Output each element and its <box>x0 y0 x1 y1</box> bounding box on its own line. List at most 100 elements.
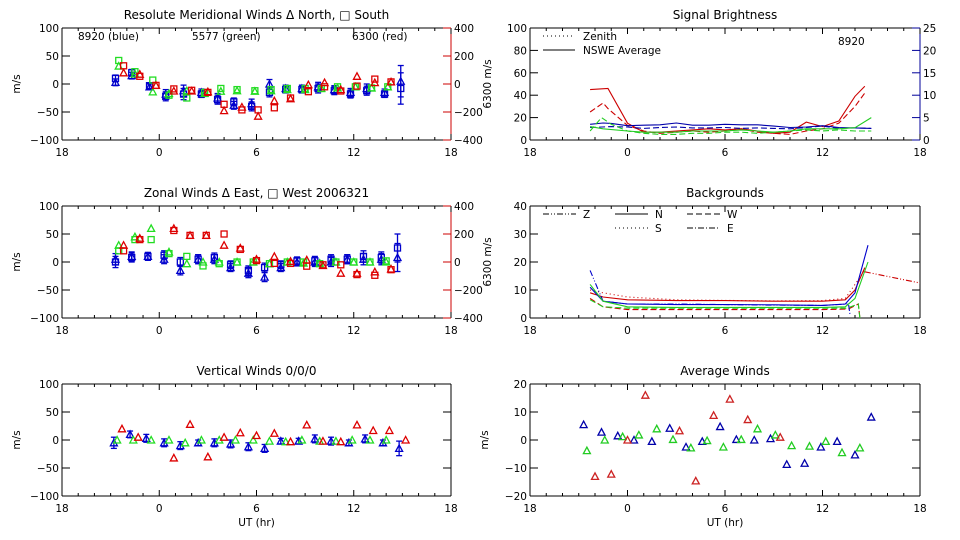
legend-label: Z <box>583 209 590 221</box>
y-tick-label: 20 <box>514 257 527 269</box>
data-point-triangle <box>837 447 847 457</box>
data-point-triangle <box>352 71 362 80</box>
data-point-triangle <box>175 265 185 275</box>
data-point-triangle <box>715 421 725 431</box>
y-tick-label-right: 0 <box>454 257 461 269</box>
data-point-triangle <box>125 429 135 439</box>
data-point-square <box>111 74 120 83</box>
data-point-triangle <box>243 441 253 451</box>
data-point-square <box>238 106 246 114</box>
y-tick-label: 100 <box>39 379 59 391</box>
data-point-square <box>359 252 368 261</box>
x-axis-label: UT (hr) <box>238 517 275 529</box>
data-point-square <box>152 81 160 90</box>
plot-area <box>579 390 876 485</box>
data-point-triangle <box>185 419 195 428</box>
data-point-triangle <box>770 430 780 439</box>
data-point-square <box>252 256 261 265</box>
data-point-triangle <box>613 430 623 440</box>
data-point-triangle <box>752 423 763 433</box>
data-point-square <box>303 262 311 270</box>
data-point-triangle <box>248 435 258 444</box>
data-point-square <box>147 235 155 244</box>
data-point-triangle <box>282 84 292 94</box>
data-point-square <box>233 85 241 94</box>
y-tick-label-right: 15 <box>923 68 936 80</box>
data-point-triangle <box>310 434 320 443</box>
data-point-triangle <box>668 434 678 444</box>
y-tick-label-right: 200 <box>454 229 474 241</box>
data-point-triangle <box>725 394 735 403</box>
data-point-triangle <box>606 469 616 478</box>
data-point-square <box>183 94 191 102</box>
data-point-square <box>382 257 390 265</box>
data-point-square <box>165 249 173 258</box>
data-point-square <box>320 83 329 91</box>
data-point-triangle <box>622 435 633 444</box>
data-point-triangle <box>634 430 644 439</box>
data-point-triangle <box>326 436 336 445</box>
data-point-triangle <box>702 435 712 445</box>
y-tick-label-right: 5 <box>923 113 930 125</box>
data-point-square <box>270 259 278 268</box>
y-tick-label: −20 <box>505 491 527 503</box>
data-point-square <box>210 253 219 262</box>
data-point-triangle <box>117 423 127 433</box>
data-point-triangle <box>370 266 380 276</box>
data-point-triangle <box>260 443 270 453</box>
x-tick-label: 12 <box>816 147 829 159</box>
data-point-triangle <box>686 442 696 452</box>
data-point-triangle <box>133 432 143 441</box>
data-point-triangle <box>352 268 362 277</box>
x-tick-label: 18 <box>913 325 926 337</box>
y-axis-label: m/s <box>11 74 23 93</box>
data-point-triangle <box>381 257 391 266</box>
y-tick-label: −100 <box>30 491 59 503</box>
data-point-triangle <box>230 435 241 444</box>
data-point-square <box>353 270 361 279</box>
x-tick-label: 0 <box>156 503 163 515</box>
data-point-square <box>176 258 184 266</box>
y-tick-label: 0 <box>52 257 59 269</box>
legend-label: NSWE Average <box>583 45 661 57</box>
data-point-square <box>119 247 128 255</box>
data-point-square <box>188 86 196 94</box>
data-point-square <box>366 258 374 266</box>
x-tick-label: 6 <box>253 147 260 159</box>
data-point-square <box>260 263 269 272</box>
data-point-square <box>286 94 295 102</box>
series-line-6300-n <box>589 267 866 302</box>
data-point-square <box>136 235 144 244</box>
x-tick-label: 0 <box>624 503 631 515</box>
y-tick-label-right: 0 <box>454 79 461 91</box>
data-point-square <box>265 260 274 268</box>
data-point-square <box>233 258 241 266</box>
data-point-triangle <box>200 88 210 98</box>
data-point-square <box>380 90 389 98</box>
y-tick-label: −50 <box>37 463 59 475</box>
data-point-triangle <box>303 79 313 89</box>
data-point-square <box>194 255 202 263</box>
data-point-triangle <box>285 93 296 103</box>
series-line-5577-n <box>589 261 869 308</box>
data-point-triangle <box>347 435 357 444</box>
data-point-triangle <box>119 67 129 77</box>
x-tick-label: 18 <box>444 325 457 337</box>
y-tick-label: 80 <box>514 45 527 57</box>
data-point-square <box>186 231 194 240</box>
y-tick-label: −10 <box>505 463 527 475</box>
data-point-square <box>199 262 207 270</box>
data-point-square <box>346 90 355 98</box>
data-point-triangle <box>866 412 876 421</box>
data-point-triangle <box>590 471 600 481</box>
data-point-triangle <box>269 251 279 261</box>
data-point-triangle <box>336 436 346 446</box>
plot-area <box>110 223 403 283</box>
x-tick-label: 12 <box>816 325 829 337</box>
y-tick-label: −50 <box>37 107 59 119</box>
data-point-triangle <box>319 77 330 87</box>
data-point-square <box>128 253 136 262</box>
plot-area <box>589 245 920 318</box>
data-point-triangle <box>269 428 279 437</box>
y-tick-label: −100 <box>30 313 59 325</box>
